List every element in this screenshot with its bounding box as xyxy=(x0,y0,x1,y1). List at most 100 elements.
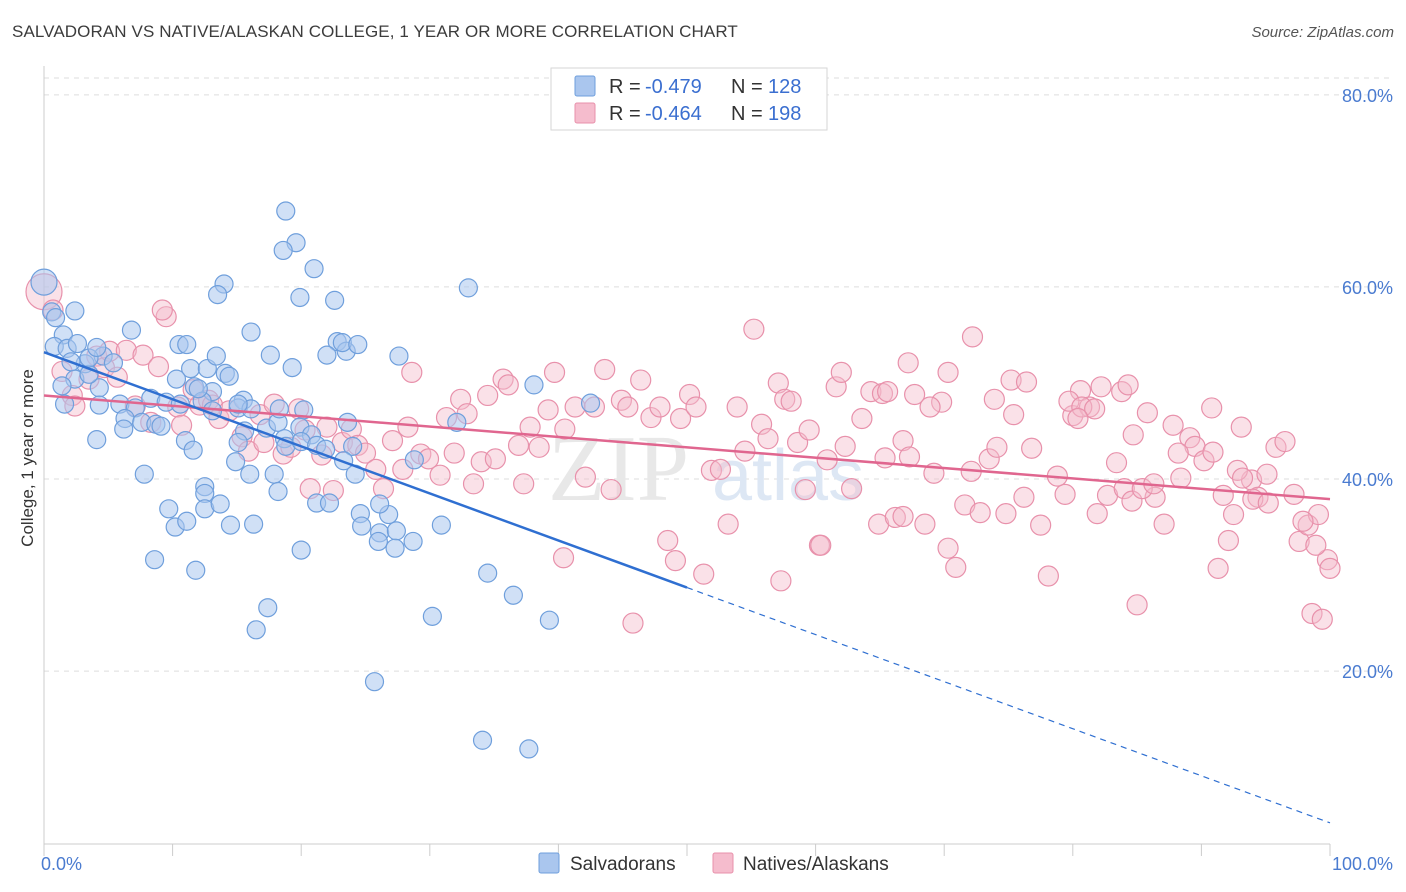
salvadoran-point xyxy=(478,563,498,583)
salvadoran-point xyxy=(186,560,206,580)
salvadoran-point xyxy=(386,521,406,541)
native-point xyxy=(1305,534,1327,556)
native-point xyxy=(484,448,506,470)
salvadoran-point xyxy=(422,606,442,626)
native-point xyxy=(155,306,177,328)
native-point xyxy=(669,407,692,430)
source-credit: Source: ZipAtlas.com xyxy=(1251,24,1394,41)
salvadoran-point xyxy=(503,585,523,605)
native-point xyxy=(630,369,652,391)
salvadoran-point xyxy=(159,499,179,519)
salvadoran-point xyxy=(291,540,311,560)
native-point xyxy=(1136,402,1158,424)
native-point xyxy=(678,383,701,406)
native-point xyxy=(429,464,451,486)
native-trend-line xyxy=(43,394,1331,501)
native-point xyxy=(794,478,816,501)
native-point xyxy=(1021,437,1043,459)
salvadoran-point xyxy=(166,369,187,389)
legend-r-label-1: R = xyxy=(609,76,641,98)
native-point xyxy=(1013,486,1035,508)
salvadoran-point xyxy=(319,493,340,513)
native-point xyxy=(995,502,1017,525)
native-point xyxy=(693,563,715,585)
native-point xyxy=(1201,397,1223,419)
native-point xyxy=(649,396,671,418)
native-point xyxy=(381,429,404,452)
salvadoran-point xyxy=(65,301,85,321)
salvadoran-point xyxy=(87,337,107,358)
salvadoran-point xyxy=(244,514,264,534)
native-point xyxy=(574,466,597,488)
salvadoran-point xyxy=(580,393,601,413)
native-point xyxy=(1274,430,1296,453)
salvadoran-point xyxy=(121,320,142,340)
native-point xyxy=(594,358,616,381)
x-tick-label-0: 0.0% xyxy=(41,854,82,874)
native-point xyxy=(767,372,789,394)
salvadoran-point xyxy=(447,412,467,432)
native-point xyxy=(914,513,936,535)
native-point xyxy=(810,534,832,556)
native-point xyxy=(945,556,967,578)
native-point xyxy=(1030,514,1052,536)
native-point xyxy=(513,473,535,495)
native-point xyxy=(554,418,576,440)
salvadoran-point xyxy=(352,516,372,536)
native-point xyxy=(543,361,566,383)
native-point xyxy=(717,513,739,535)
salvadoran-point xyxy=(389,346,409,366)
native-point xyxy=(1292,510,1314,532)
salvadoran-point xyxy=(246,620,266,640)
legend-n-value-2: 198 xyxy=(768,103,801,125)
native-point xyxy=(892,505,914,528)
native-point xyxy=(470,451,492,473)
native-point xyxy=(1084,398,1106,420)
native-point xyxy=(1090,376,1112,398)
salvadoran-point xyxy=(404,450,424,470)
salvadoran-point xyxy=(151,416,171,436)
salvadoran-point xyxy=(276,201,296,221)
salvadoran-point xyxy=(325,290,345,310)
native-point xyxy=(1126,594,1148,616)
native-point xyxy=(1111,381,1133,403)
grid-lines xyxy=(44,77,1392,672)
native-point xyxy=(1222,503,1245,526)
salvadoran-point xyxy=(210,494,230,514)
salvadoran-point xyxy=(317,345,337,365)
salvadoran-point xyxy=(524,375,544,395)
salvadoran-point xyxy=(472,730,493,750)
salvadoran-point xyxy=(364,672,385,692)
native-point xyxy=(1212,484,1234,506)
bottom-legend: Salvadorans Natives/Alaskans xyxy=(538,852,889,875)
legend-n-label-2: N = xyxy=(731,103,763,125)
native-point xyxy=(537,399,559,421)
salvadoran-point xyxy=(290,287,310,308)
bottom-legend-swatch-natives xyxy=(712,852,734,874)
axes xyxy=(43,66,1331,856)
native-point xyxy=(898,446,921,468)
salvadoran-point xyxy=(294,400,314,420)
native-point xyxy=(1230,416,1252,438)
native-point xyxy=(519,416,541,438)
salvadoran-point xyxy=(219,366,239,386)
salvadoran-point xyxy=(343,436,363,456)
salvadoran-point xyxy=(368,531,388,552)
legend-swatch-salvadorans xyxy=(574,75,596,97)
native-point xyxy=(443,442,465,464)
salvadoran-point xyxy=(208,284,228,305)
salvadoran-point xyxy=(30,268,58,296)
salvadoran-points xyxy=(30,201,601,759)
salvadoran-point xyxy=(273,240,293,261)
native-point xyxy=(700,459,723,481)
native-point xyxy=(841,478,863,500)
native-point xyxy=(1207,557,1229,579)
native-point xyxy=(497,374,519,396)
salvadoran-point xyxy=(220,515,241,535)
native-point xyxy=(961,326,984,348)
salvadoran-point xyxy=(258,598,278,618)
salvadoran-point xyxy=(134,464,154,484)
native-point xyxy=(640,406,662,429)
native-point xyxy=(1037,565,1059,587)
native-point xyxy=(552,547,575,569)
